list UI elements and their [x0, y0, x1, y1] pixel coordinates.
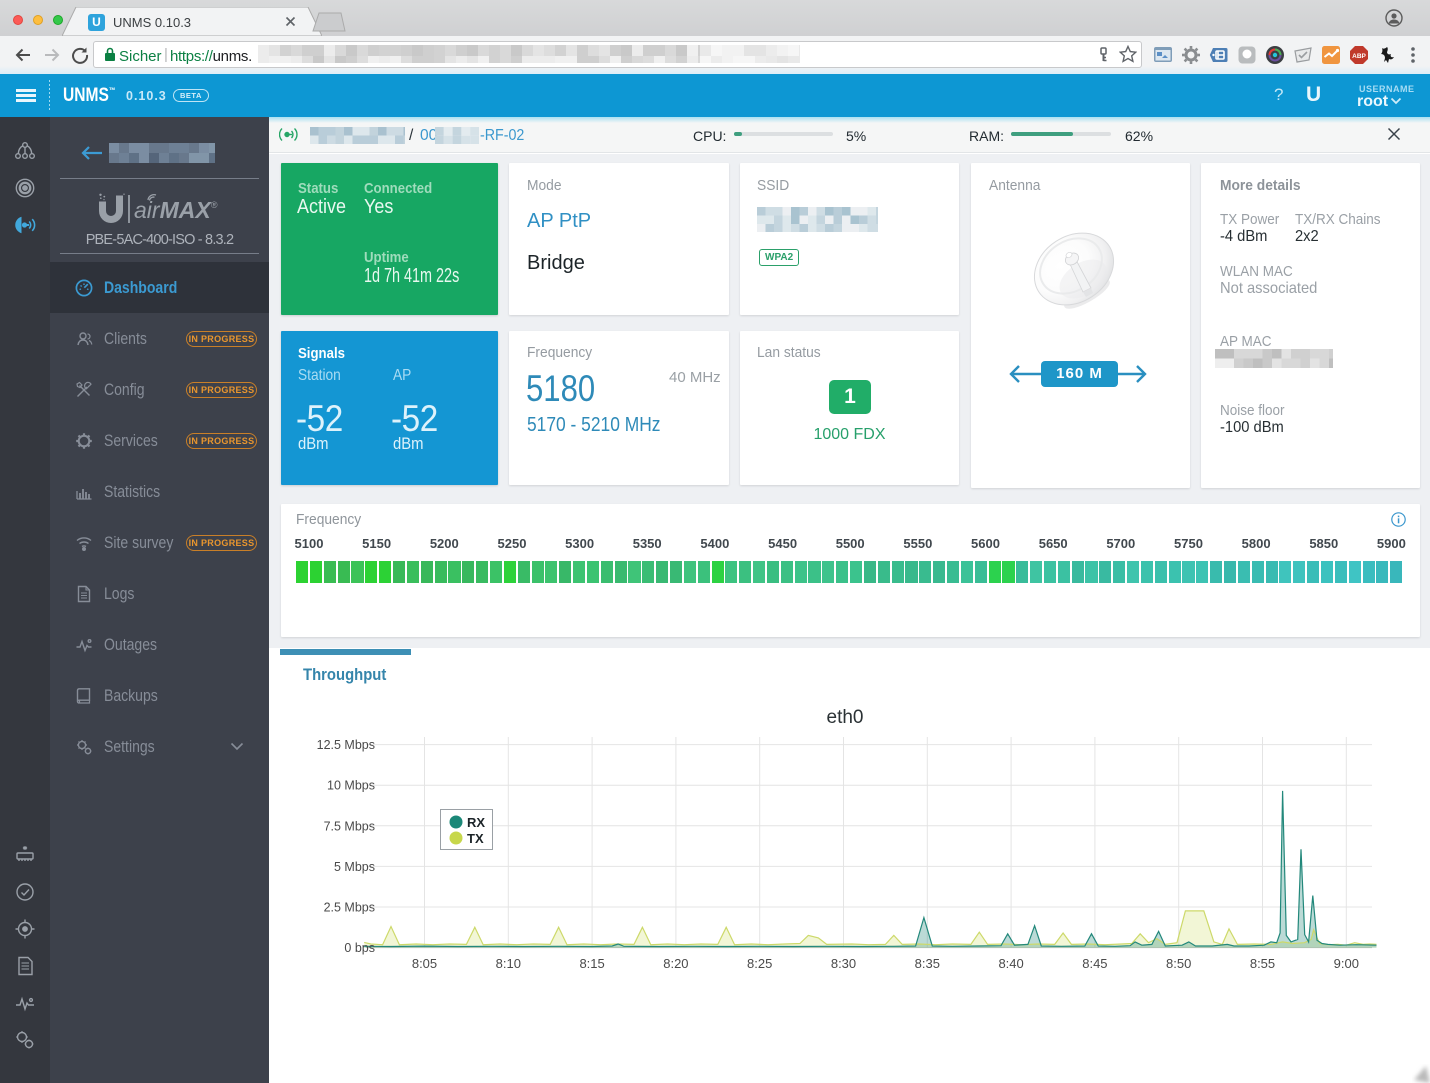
- svg-text:8:10: 8:10: [496, 956, 521, 971]
- svg-text:8:35: 8:35: [915, 956, 940, 971]
- svg-text:2.5 Mbps: 2.5 Mbps: [324, 901, 375, 915]
- svg-text:8:30: 8:30: [831, 956, 856, 971]
- svg-text:5 Mbps: 5 Mbps: [334, 860, 375, 874]
- svg-text:8:45: 8:45: [1082, 956, 1107, 971]
- svg-text:10 Mbps: 10 Mbps: [327, 779, 375, 793]
- svg-text:8:55: 8:55: [1250, 956, 1275, 971]
- svg-text:8:05: 8:05: [412, 956, 437, 971]
- svg-text:7.5 Mbps: 7.5 Mbps: [324, 819, 375, 833]
- svg-text:TX: TX: [467, 831, 484, 846]
- svg-text:8:50: 8:50: [1166, 956, 1191, 971]
- svg-text:12.5 Mbps: 12.5 Mbps: [317, 738, 375, 752]
- svg-text:8:25: 8:25: [747, 956, 772, 971]
- svg-text:0 bps: 0 bps: [344, 941, 375, 955]
- svg-text:ABP: ABP: [1352, 53, 1366, 60]
- svg-text:eth0: eth0: [827, 707, 864, 728]
- svg-text:9:00: 9:00: [1334, 956, 1359, 971]
- svg-text:8:40: 8:40: [998, 956, 1023, 971]
- svg-text:8:15: 8:15: [579, 956, 604, 971]
- svg-text:8:20: 8:20: [663, 956, 688, 971]
- svg-text:RX: RX: [467, 815, 485, 830]
